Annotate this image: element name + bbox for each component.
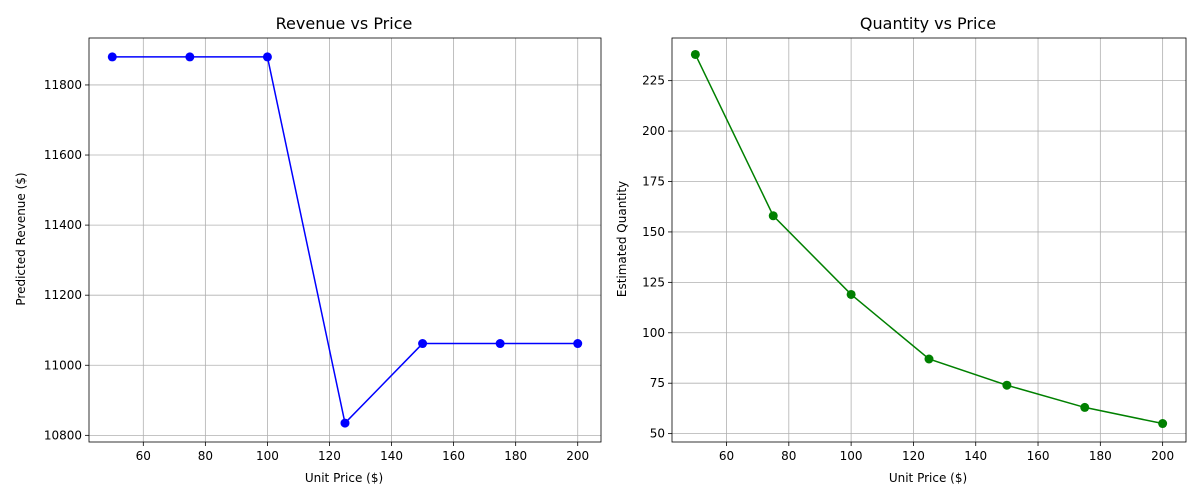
plot-frame (671, 37, 1187, 443)
y-tick-label: 11200 (44, 288, 82, 302)
series-line (694, 54, 1163, 425)
grid (672, 38, 1186, 442)
y-tick-label: 225 (642, 74, 665, 88)
x-tick-label: 140 (380, 449, 403, 463)
x-tick-label: 120 (902, 449, 925, 463)
x-tick-label: 80 (198, 449, 213, 463)
x-tick-label: 60 (136, 449, 151, 463)
series-line (112, 56, 578, 425)
x-axis-label: Unit Price ($) (305, 471, 383, 485)
x-tick-label: 60 (719, 449, 734, 463)
x-tick-label: 140 (964, 449, 987, 463)
y-tick-label: 11800 (44, 78, 82, 92)
x-tick-label: 180 (504, 449, 527, 463)
data-point-1 (768, 211, 778, 221)
data-point-6 (573, 339, 583, 349)
y-tick-label: 150 (642, 225, 665, 239)
data-point-3 (340, 418, 350, 428)
grid (89, 38, 601, 442)
data-point-1 (185, 52, 195, 62)
y-tick-label: 10800 (44, 428, 82, 442)
y-tick-label: 175 (642, 175, 665, 189)
x-axis-label: Unit Price ($) (889, 471, 967, 485)
data-point-4 (1002, 380, 1012, 390)
x-tick-label: 80 (781, 449, 796, 463)
x-tick-label: 180 (1089, 449, 1112, 463)
chart-quantity-vs-price: Quantity vs Price Unit Price ($) Estimat… (615, 14, 1187, 485)
data-point-6 (1158, 419, 1168, 429)
data-point-0 (690, 49, 700, 59)
data-point-2 (262, 52, 272, 62)
data-point-5 (1080, 402, 1090, 412)
x-tick-label: 200 (566, 449, 589, 463)
data-point-5 (495, 339, 505, 349)
x-tick-label: 160 (1027, 449, 1050, 463)
plot-frame (88, 37, 602, 443)
y-axis-label: Predicted Revenue ($) (14, 172, 28, 305)
y-tick-label: 11600 (44, 148, 82, 162)
y-tick-label: 50 (650, 427, 665, 441)
data-point-2 (846, 289, 856, 299)
y-tick-label: 11000 (44, 358, 82, 372)
y-tick-label: 125 (642, 275, 665, 289)
y-axis-label: Estimated Quantity (615, 181, 629, 297)
x-tick-label: 160 (442, 449, 465, 463)
chart-title: Revenue vs Price (276, 14, 413, 33)
y-tick-label: 200 (642, 124, 665, 138)
data-point-3 (924, 354, 934, 364)
x-tick-label: 120 (318, 449, 341, 463)
data-point-0 (107, 52, 117, 62)
y-tick-label: 75 (650, 376, 665, 390)
chart-title: Quantity vs Price (860, 14, 996, 33)
x-tick-label: 100 (256, 449, 279, 463)
data-point-4 (418, 339, 428, 349)
x-tick-label: 100 (840, 449, 863, 463)
x-tick-label: 200 (1151, 449, 1174, 463)
chart-revenue-vs-price: Revenue vs Price Unit Price ($) Predicte… (14, 14, 602, 485)
y-tick-label: 11400 (44, 218, 82, 232)
y-tick-label: 100 (642, 326, 665, 340)
